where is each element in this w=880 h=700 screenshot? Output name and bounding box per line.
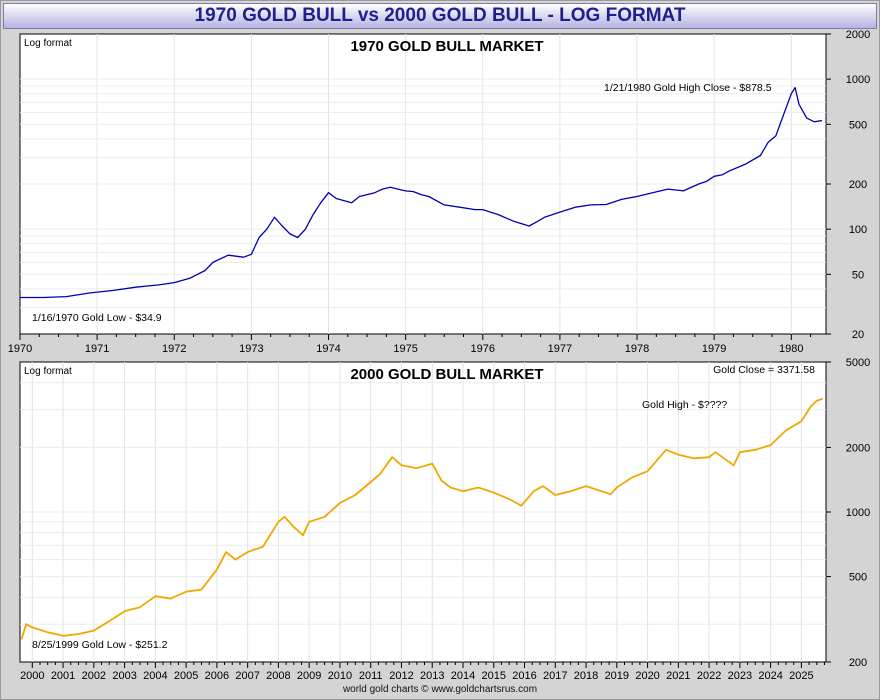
x-tick-label: 2002 <box>82 670 106 682</box>
x-tick-label: 2017 <box>543 670 567 682</box>
annotation-label: Gold Close = 3371.58 <box>713 364 815 376</box>
x-tick-label: 2011 <box>359 670 383 682</box>
y-tick-label: 20 <box>852 329 864 341</box>
x-tick-label: 2005 <box>174 670 198 682</box>
x-tick-label: 2019 <box>605 670 629 682</box>
x-tick-label: 1970 <box>8 343 32 355</box>
y-tick-label: 200 <box>849 179 867 191</box>
page-title: 1970 GOLD BULL vs 2000 GOLD BULL - LOG F… <box>3 3 877 29</box>
x-tick-label: 2025 <box>789 670 813 682</box>
x-tick-label: 2018 <box>574 670 598 682</box>
x-tick-label: 1975 <box>393 343 417 355</box>
x-tick-label: 2020 <box>635 670 659 682</box>
x-tick-label: 2006 <box>205 670 229 682</box>
annotation-label: 1/21/1980 Gold High Close - $878.5 <box>604 82 772 94</box>
x-tick-label: 1973 <box>239 343 263 355</box>
x-tick-label: 2010 <box>328 670 352 682</box>
x-tick-label: 2003 <box>112 670 136 682</box>
annotation-label: 8/25/1999 Gold Low - $251.2 <box>32 639 168 651</box>
chart-title: 2000 GOLD BULL MARKET <box>350 366 543 383</box>
x-tick-label: 1979 <box>702 343 726 355</box>
x-tick-label: 2009 <box>297 670 321 682</box>
corner-label: Log format <box>24 366 72 377</box>
x-tick-label: 1978 <box>625 343 649 355</box>
y-tick-label: 100 <box>849 224 867 236</box>
x-tick-label: 2000 <box>20 670 44 682</box>
x-tick-label: 1972 <box>162 343 186 355</box>
x-tick-label: 2008 <box>266 670 290 682</box>
x-tick-label: 1974 <box>316 343 340 355</box>
x-tick-label: 2014 <box>451 670 475 682</box>
x-tick-label: 2024 <box>758 670 782 682</box>
x-tick-label: 2001 <box>51 670 75 682</box>
x-tick-label: 2015 <box>482 670 506 682</box>
y-tick-label: 2000 <box>846 29 870 41</box>
y-tick-label: 500 <box>849 119 867 131</box>
x-tick-label: 1971 <box>85 343 109 355</box>
x-tick-label: 2022 <box>697 670 721 682</box>
series-line <box>20 397 824 640</box>
x-tick-label: 1976 <box>471 343 495 355</box>
y-tick-label: 500 <box>849 572 867 584</box>
x-tick-label: 2016 <box>512 670 536 682</box>
x-tick-label: 2021 <box>666 670 690 682</box>
annotation-label: Gold High - $???? <box>642 399 727 411</box>
y-tick-label: 1000 <box>846 74 870 86</box>
corner-label: Log format <box>24 38 72 49</box>
x-tick-label: 2023 <box>728 670 752 682</box>
chart-title: 1970 GOLD BULL MARKET <box>350 38 543 55</box>
series-line <box>20 86 823 299</box>
footer-credit: world gold charts © www.goldchartsrus.co… <box>342 684 538 695</box>
x-tick-label: 1977 <box>548 343 572 355</box>
y-tick-label: 5000 <box>846 357 870 369</box>
y-tick-label: 2000 <box>846 442 870 454</box>
x-tick-label: 1980 <box>779 343 803 355</box>
x-tick-label: 2012 <box>389 670 413 682</box>
annotation-label: 1/16/1970 Gold Low - $34.9 <box>32 312 162 324</box>
x-tick-label: 2007 <box>235 670 259 682</box>
x-tick-label: 2004 <box>143 670 167 682</box>
y-tick-label: 200 <box>849 657 867 669</box>
x-tick-label: 2013 <box>420 670 444 682</box>
y-tick-label: 1000 <box>846 507 870 519</box>
y-tick-label: 50 <box>852 269 864 281</box>
